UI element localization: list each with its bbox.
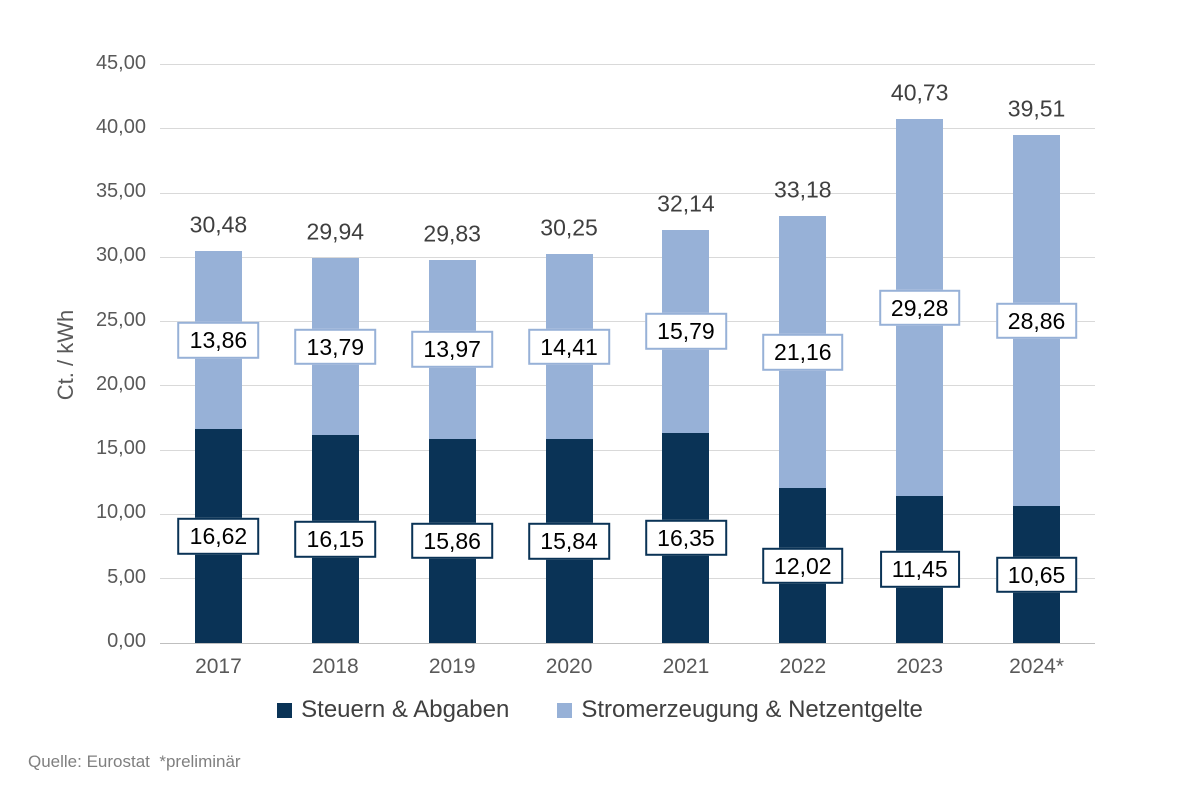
x-tick-label-2023: 2023: [896, 655, 944, 678]
source-note: Quelle: Eurostat *preliminär: [28, 752, 241, 771]
x-tick-label-2020: 2020: [545, 655, 593, 678]
legend-swatch-steuern: [277, 702, 293, 718]
legend-swatch-strom: [557, 702, 573, 718]
gridline-25,00: [160, 321, 1095, 323]
gridline-45,00: [160, 64, 1095, 65]
gridline-20,00: [160, 385, 1095, 387]
x-tick-label-2022: 2022: [779, 655, 827, 678]
legend-label-strom: Stromerzeugung & Netzentgelte: [581, 696, 923, 723]
legend: Steuern & Abgaben Stromerzeugung & Netze…: [0, 696, 1200, 724]
x-tick-label-2017: 2017: [195, 655, 242, 678]
value-label-steuern-2019: 15,86: [411, 522, 493, 560]
value-label-steuern-2020: 15,84: [528, 522, 610, 560]
x-axis-line: [160, 642, 1095, 644]
total-label-2019: 29,83: [423, 220, 481, 247]
y-tick-label-20,00: 20,00: [95, 372, 146, 395]
x-tick-label-2018: 2018: [311, 655, 359, 678]
gridline-10,00: [160, 513, 1095, 515]
value-label-strom-2018: 13,79: [294, 328, 377, 365]
gridline-30,00: [160, 256, 1095, 258]
total-label-2020: 30,25: [540, 214, 598, 241]
x-tick-label-2019: 2019: [428, 655, 476, 678]
value-label-strom-2019: 13,97: [411, 331, 493, 368]
y-tick-label-35,00: 35,00: [95, 180, 146, 203]
y-tick-label-40,00: 40,00: [95, 115, 146, 138]
y-tick-label-15,00: 15,00: [95, 437, 146, 460]
y-tick-label-10,00: 10,00: [95, 501, 146, 524]
value-label-steuern-2017: 16,62: [177, 517, 260, 555]
gridline-5,00: [160, 578, 1095, 580]
value-label-strom-2024*: 28,86: [995, 302, 1078, 339]
total-label-2022: 33,18: [774, 176, 832, 203]
y-tick-label-30,00: 30,00: [95, 244, 146, 267]
total-label-2023: 40,73: [890, 79, 949, 106]
legend-item-stromerzeugung-netzentgelte: Stromerzeugung & Netzentgelte: [557, 696, 923, 724]
gridline-15,00: [160, 449, 1095, 451]
legend-label-steuern: Steuern & Abgaben: [301, 696, 510, 723]
total-label-2018: 29,94: [306, 218, 365, 245]
gridline-40,00: [160, 128, 1095, 130]
y-tick-label-45,00: 45,00: [95, 51, 146, 74]
total-label-2017: 30,48: [189, 211, 248, 238]
total-label-2024*: 39,51: [1007, 95, 1066, 122]
value-label-strom-2021: 15,79: [645, 313, 727, 350]
value-label-steuern-2023: 11,45: [879, 551, 960, 588]
x-tick-label-2021: 2021: [662, 655, 710, 678]
value-label-strom-2020: 14,41: [528, 328, 610, 365]
value-label-steuern-2021: 16,35: [645, 519, 727, 557]
value-label-steuern-2024*: 10,65: [995, 556, 1078, 593]
value-label-steuern-2022: 12,02: [762, 547, 844, 584]
y-tick-label-25,00: 25,00: [95, 308, 146, 331]
gridline-35,00: [160, 192, 1095, 194]
value-label-strom-2022: 21,16: [762, 334, 844, 371]
total-label-2021: 32,14: [657, 190, 715, 217]
y-tick-label-0,00: 0,00: [107, 630, 146, 652]
y-tick-label-5,00: 5,00: [107, 565, 146, 588]
value-label-steuern-2018: 16,15: [294, 520, 377, 558]
value-label-strom-2017: 13,86: [177, 322, 260, 359]
legend-item-steuern-abgaben: Steuern & Abgaben: [277, 696, 509, 724]
value-label-strom-2023: 29,28: [878, 289, 961, 326]
x-tick-label-2024*: 2024*: [1009, 655, 1065, 678]
